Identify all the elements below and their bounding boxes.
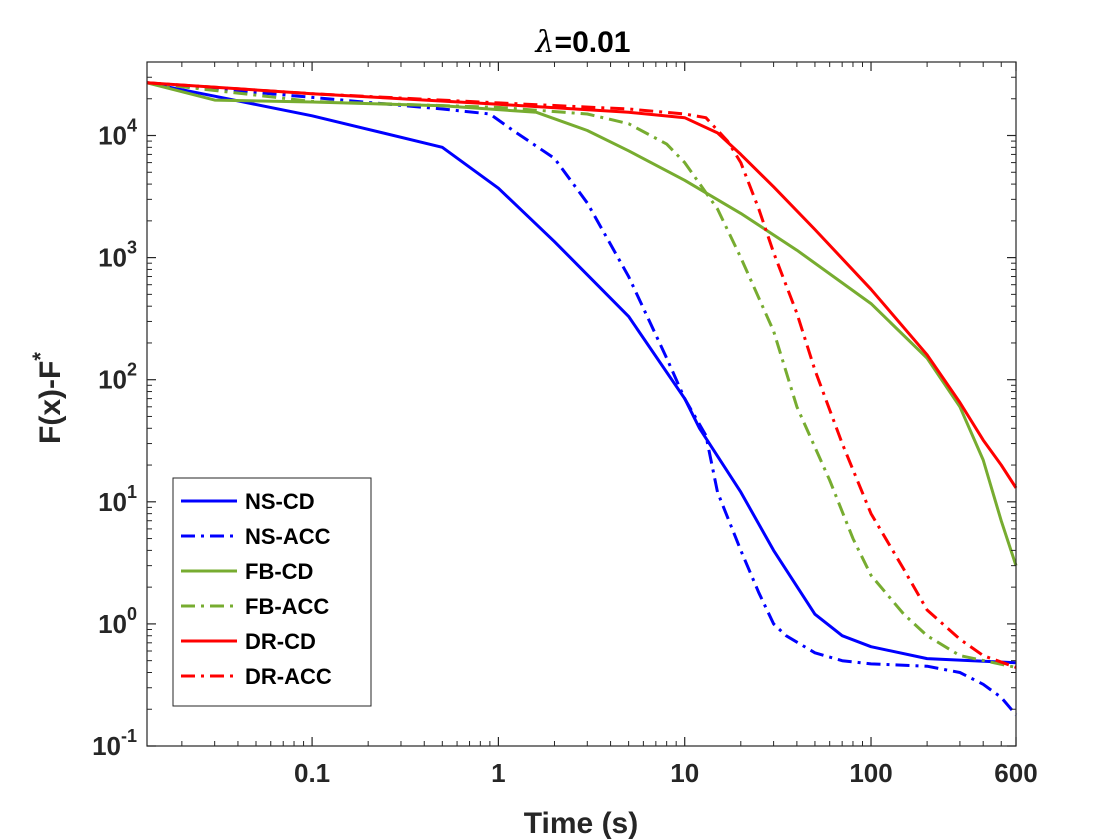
x-axis-label: Time (s) <box>524 807 638 840</box>
series-line-dr-cd <box>146 81 1018 489</box>
series-line-ns-cd <box>146 81 1017 665</box>
x-tick-label: 100 <box>849 758 892 788</box>
y-tick-label: 101 <box>98 482 137 517</box>
title-lambda: λ <box>535 25 555 60</box>
x-tick-label: 1 <box>491 758 505 788</box>
series-line-fb-acc <box>146 81 1017 669</box>
title-value: =0.01 <box>555 26 631 59</box>
legend: NS-CD NS-ACC FB-CD FB-ACC DR-CD DR-ACC <box>172 477 372 707</box>
series-line-dr-acc <box>146 81 1017 669</box>
y-tick-exponent: 3 <box>127 238 137 258</box>
y-tick-base: 10 <box>92 731 121 761</box>
y-tick-label: 103 <box>98 238 137 273</box>
y-tick-exponent: 1 <box>127 482 137 502</box>
y-tick-exponent: 2 <box>127 360 137 380</box>
y-tick-exponent: 4 <box>127 116 137 136</box>
y-axis-label-main: F(x)-F <box>34 361 67 444</box>
legend-label-dr-acc: DR-ACC <box>245 664 332 689</box>
series-line-ns-acc <box>146 81 1018 716</box>
x-tick-label: 600 <box>994 758 1037 788</box>
y-tick-label: 10-1 <box>92 726 137 761</box>
y-tick-exponent: 0 <box>127 604 137 624</box>
y-axis-label: F(x)-F* <box>28 352 67 444</box>
y-tick-base: 10 <box>98 365 127 395</box>
y-tick-base: 10 <box>98 243 127 273</box>
chart-title: λ=0.01 <box>535 25 631 60</box>
x-tick-label: 10 <box>670 758 699 788</box>
legend-box <box>172 477 372 707</box>
y-tick-exponent: -1 <box>121 726 137 746</box>
y-tick-label: 104 <box>98 116 137 151</box>
legend-label-ns-acc: NS-ACC <box>245 524 331 549</box>
legend-label-fb-cd: FB-CD <box>245 559 313 584</box>
x-tick-label: 0.1 <box>294 758 330 788</box>
y-tick-base: 10 <box>98 487 127 517</box>
series-group <box>146 81 1018 716</box>
y-tick-label: 100 <box>98 604 137 639</box>
y-tick-base: 10 <box>98 609 127 639</box>
legend-label-fb-acc: FB-ACC <box>245 594 329 619</box>
y-axis-label-sup: * <box>28 352 53 361</box>
y-tick-base: 10 <box>98 121 127 151</box>
legend-label-ns-cd: NS-CD <box>245 489 315 514</box>
legend-label-dr-cd: DR-CD <box>245 629 316 654</box>
series-line-fb-cd <box>146 81 1018 567</box>
axes-box <box>146 61 1017 747</box>
y-tick-label: 102 <box>98 360 137 395</box>
